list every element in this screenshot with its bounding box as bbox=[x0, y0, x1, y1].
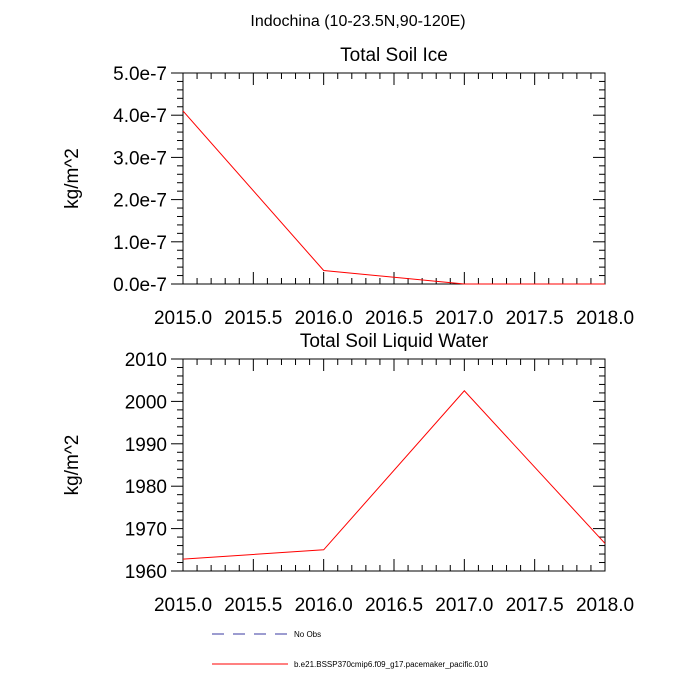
y-tick-label: 1.0e-7 bbox=[113, 233, 167, 254]
x-tick-label: 2017.0 bbox=[435, 595, 493, 616]
y-axis-label: kg/m^2 bbox=[62, 148, 83, 209]
y-tick-label: 2000 bbox=[125, 392, 167, 413]
panel-title: Total Soil Liquid Water bbox=[300, 331, 489, 352]
y-tick-label: 3.0e-7 bbox=[113, 148, 167, 169]
x-tick-label: 2018.0 bbox=[576, 595, 634, 616]
legend-label: No Obs bbox=[294, 630, 321, 639]
x-tick-label: 2015.0 bbox=[154, 308, 212, 329]
legend-label: b.e21.BSSP370cmip6.f09_g17.pacemaker_pac… bbox=[294, 660, 488, 669]
y-tick-label: 2010 bbox=[125, 350, 167, 371]
y-tick-label: 1960 bbox=[125, 562, 167, 583]
y-tick-label: 0.0e-7 bbox=[113, 275, 167, 296]
plot-frame bbox=[182, 358, 606, 572]
y-axis-label: kg/m^2 bbox=[62, 435, 83, 496]
y-tick-label: 1990 bbox=[125, 435, 167, 456]
legend: No Obs b.e21.BSSP370cmip6.f09_g17.pacemak… bbox=[212, 630, 488, 669]
x-tick-label: 2016.5 bbox=[365, 308, 423, 329]
legend-item: b.e21.BSSP370cmip6.f09_g17.pacemaker_pac… bbox=[212, 660, 488, 669]
series-line-1 bbox=[182, 110, 605, 285]
panel-2: Total Soil Liquid Water kg/m^2 2015.0 2015.… bbox=[62, 331, 634, 616]
y-tick-label: 5.0e-7 bbox=[113, 64, 167, 85]
y-tick-label: 1980 bbox=[125, 477, 167, 498]
x-tick-label: 2017.0 bbox=[435, 308, 493, 329]
panel-title: Total Soil Ice bbox=[340, 45, 448, 66]
x-tick-label: 2016.0 bbox=[295, 308, 353, 329]
panel-1: Total Soil Ice kg/m^2 2015.0 2015.5 2016.0 20… bbox=[62, 45, 634, 329]
x-tick-label: 2015.0 bbox=[154, 595, 212, 616]
y-tick-label: 2.0e-7 bbox=[113, 191, 167, 212]
figure-title: Indochina (10-23.5N,90-120E) bbox=[250, 13, 465, 30]
y-tick-label: 4.0e-7 bbox=[113, 106, 167, 127]
chart-panels: Total Soil Ice kg/m^2 2015.0 2015.5 2016.0 20… bbox=[62, 45, 634, 616]
series-line-1 bbox=[182, 390, 606, 560]
y-tick-label: 1970 bbox=[125, 520, 167, 541]
x-tick-label: 2016.5 bbox=[365, 595, 423, 616]
plot-frame bbox=[182, 72, 606, 285]
x-tick-label: 2018.0 bbox=[576, 308, 634, 329]
legend-item: No Obs bbox=[212, 630, 321, 639]
x-tick-label: 2016.0 bbox=[295, 595, 353, 616]
x-tick-label: 2015.5 bbox=[224, 308, 282, 329]
x-tick-label: 2015.5 bbox=[224, 595, 282, 616]
x-tick-label: 2017.5 bbox=[506, 308, 564, 329]
x-tick-label: 2017.5 bbox=[506, 595, 564, 616]
